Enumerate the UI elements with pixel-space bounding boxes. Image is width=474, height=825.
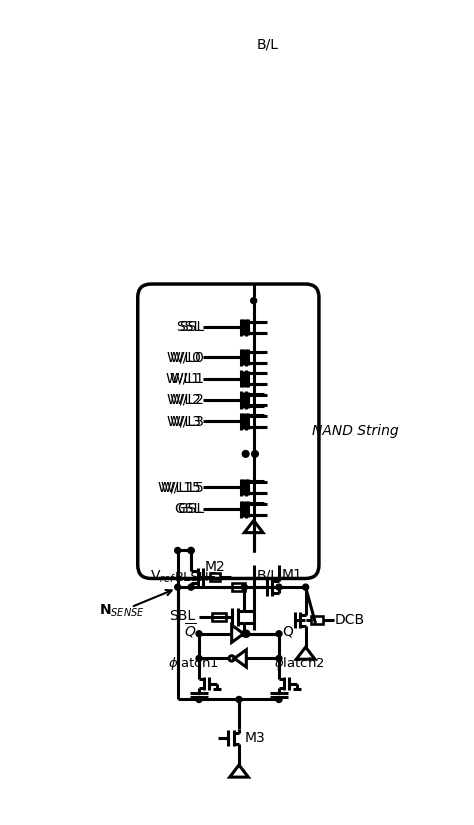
Circle shape — [236, 696, 242, 702]
Text: BLSHF: BLSHF — [175, 571, 217, 583]
Text: N$_{SENSE}$: N$_{SENSE}$ — [99, 602, 145, 619]
Circle shape — [196, 696, 202, 702]
Text: W/L2: W/L2 — [170, 393, 204, 407]
Text: V$_{ref}$: V$_{ref}$ — [150, 569, 176, 585]
Text: W/L1: W/L1 — [169, 371, 204, 385]
Text: W/L15: W/L15 — [161, 480, 204, 494]
Text: M3: M3 — [244, 731, 265, 745]
Circle shape — [251, 298, 256, 304]
Text: $\phi$latch1: $\phi$latch1 — [168, 655, 219, 672]
Text: SBL: SBL — [170, 609, 196, 623]
Circle shape — [276, 631, 282, 637]
Text: GSL: GSL — [177, 502, 204, 516]
Circle shape — [276, 584, 282, 590]
Text: W/L3: W/L3 — [166, 414, 201, 428]
Text: $\overline{Q}$: $\overline{Q}$ — [184, 622, 197, 641]
Circle shape — [188, 584, 194, 590]
Circle shape — [241, 631, 247, 637]
Text: SSL: SSL — [176, 320, 201, 334]
Text: $\phi$latch2: $\phi$latch2 — [273, 655, 324, 672]
Circle shape — [175, 584, 181, 590]
Bar — [232, 583, 245, 592]
Circle shape — [302, 584, 309, 590]
Text: M1: M1 — [282, 568, 302, 582]
Text: Q: Q — [283, 625, 293, 639]
Text: DCB: DCB — [335, 614, 365, 628]
Circle shape — [242, 450, 249, 457]
Circle shape — [175, 548, 181, 554]
Circle shape — [252, 450, 258, 457]
Bar — [212, 613, 226, 621]
Text: W/L0: W/L0 — [166, 351, 201, 365]
Circle shape — [241, 584, 247, 590]
Text: W/L3: W/L3 — [170, 414, 204, 428]
Text: GSL: GSL — [174, 502, 201, 516]
Text: M2: M2 — [204, 560, 225, 574]
Circle shape — [188, 548, 194, 554]
Text: NAND String: NAND String — [312, 423, 399, 437]
Text: W/L1: W/L1 — [166, 371, 201, 385]
Circle shape — [188, 548, 194, 554]
Circle shape — [196, 631, 202, 637]
Text: B/L: B/L — [257, 37, 279, 51]
Circle shape — [276, 696, 282, 702]
Text: W/L0: W/L0 — [170, 351, 204, 365]
Text: W/L15: W/L15 — [157, 480, 201, 494]
Text: B/L: B/L — [257, 568, 279, 582]
Bar — [210, 573, 220, 581]
Text: W/L2: W/L2 — [166, 393, 201, 407]
Circle shape — [196, 655, 202, 662]
Circle shape — [276, 655, 282, 662]
Text: SSL: SSL — [179, 320, 204, 334]
Bar — [311, 616, 323, 625]
